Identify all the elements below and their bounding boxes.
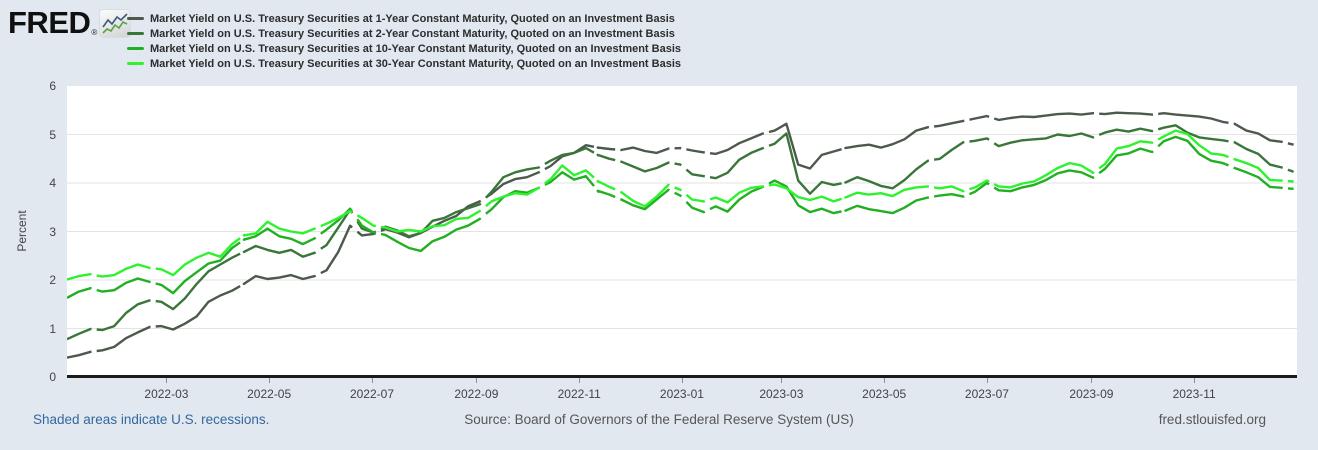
recessions-note-link[interactable]: Shaded areas indicate U.S. recessions.	[33, 412, 270, 427]
y-tick-label-3: 3	[49, 224, 56, 239]
y-tick-label-2: 2	[49, 273, 56, 287]
line-chart-canvas	[66, 111, 1297, 359]
series-line-30-year[interactable]	[66, 129, 1294, 281]
series-line-10-year[interactable]	[66, 135, 1294, 299]
x-tick-mark	[371, 378, 373, 383]
legend-swatch-1-year	[127, 17, 144, 20]
x-tick-label-2022-03: 2022-03	[144, 387, 189, 401]
y-axis-title: Percent	[15, 210, 29, 252]
legend-item-30-year[interactable]: Market Yield on U.S. Treasury Securities…	[127, 56, 681, 71]
x-tick-label-2023-09: 2023-09	[1069, 387, 1114, 401]
fred-site-url: fred.stlouisfed.org	[1158, 412, 1266, 427]
chart-legend: Market Yield on U.S. Treasury Securities…	[127, 11, 681, 71]
y-tick-label-4: 4	[49, 176, 56, 190]
legend-item-2-year[interactable]: Market Yield on U.S. Treasury Securities…	[127, 26, 681, 41]
x-tick-mark	[166, 378, 168, 383]
legend-item-10-year[interactable]: Market Yield on U.S. Treasury Securities…	[127, 41, 681, 56]
x-tick-mark	[476, 378, 478, 383]
legend-label: Market Yield on U.S. Treasury Securities…	[150, 12, 675, 25]
x-tick-label-2022-11: 2022-11	[557, 387, 601, 401]
source-text: Source: Board of Governors of the Federa…	[464, 412, 854, 427]
x-tick-mark	[986, 378, 988, 383]
x-tick-label-2023-03: 2023-03	[759, 387, 804, 401]
legend-item-1-year[interactable]: Market Yield on U.S. Treasury Securities…	[127, 11, 681, 26]
x-tick-mark	[1091, 378, 1093, 383]
x-tick-label-2022-09: 2022-09	[454, 387, 499, 401]
fred-logo-text: FRED	[8, 5, 91, 40]
x-tick-label-2023-07: 2023-07	[964, 387, 1009, 401]
x-tick-mark	[579, 378, 581, 383]
legend-label: Market Yield on U.S. Treasury Securities…	[150, 42, 682, 55]
fred-logo[interactable]: FRED ®	[8, 5, 131, 40]
x-tick-mark	[681, 378, 683, 383]
series-line-1-year[interactable]	[66, 111, 1294, 359]
y-tick-label-6: 6	[49, 79, 56, 93]
legend-swatch-2-year	[127, 32, 144, 35]
sparkline-chart-icon	[100, 10, 131, 37]
x-tick-mark	[884, 378, 886, 383]
plot-area[interactable]	[66, 86, 1297, 377]
registered-trademark-symbol: ®	[91, 28, 98, 37]
legend-swatch-30-year	[127, 62, 144, 65]
x-tick-mark	[781, 378, 783, 383]
y-tick-label-1: 1	[49, 321, 56, 336]
x-tick-label-2023-05: 2023-05	[862, 387, 907, 401]
x-tick-label-2023-11: 2023-11	[1172, 387, 1216, 401]
y-tick-label-0: 0	[49, 370, 56, 384]
x-tick-label-2023-01: 2023-01	[659, 387, 704, 401]
legend-label: Market Yield on U.S. Treasury Securities…	[150, 57, 682, 70]
y-tick-label-5: 5	[49, 127, 56, 142]
x-tick-label-2022-07: 2022-07	[349, 387, 395, 401]
x-tick-mark	[269, 378, 271, 383]
legend-swatch-10-year	[127, 47, 144, 50]
x-tick-label-2022-05: 2022-05	[247, 387, 292, 401]
x-axis-line	[67, 375, 1297, 378]
x-tick-mark	[1194, 378, 1196, 383]
series-line-2-year[interactable]	[66, 124, 1295, 341]
legend-label: Market Yield on U.S. Treasury Securities…	[150, 27, 675, 40]
